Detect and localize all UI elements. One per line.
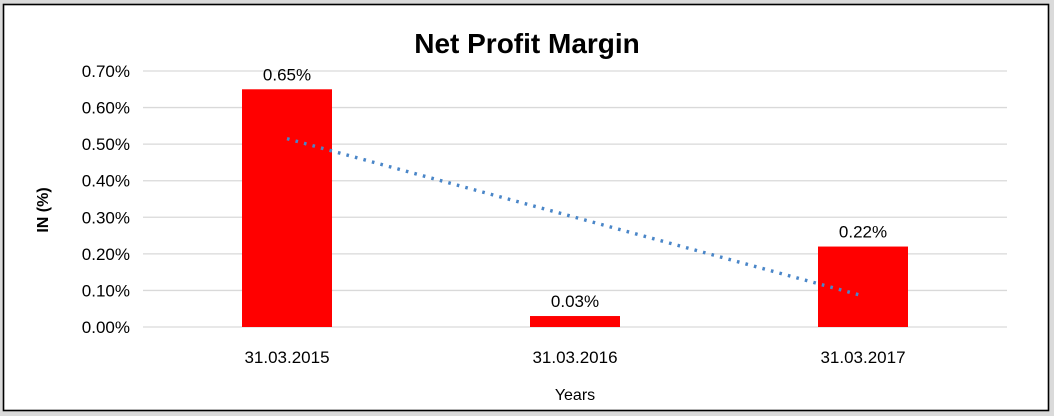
- bar-series: [242, 89, 908, 328]
- x-axis-tick-labels: 31.03.2015 31.03.2016 31.03.2017: [244, 348, 905, 367]
- y-axis-tick-labels: 0.00% 0.10% 0.20% 0.30% 0.40% 0.50% 0.60% 0.70%: [82, 62, 130, 337]
- y-tick-label: 0.10%: [82, 281, 130, 300]
- y-tick-label: 0.30%: [82, 208, 130, 227]
- y-tick-label: 0.70%: [82, 62, 130, 81]
- y-tick-label: 0.50%: [82, 135, 130, 154]
- x-tick-label: 31.03.2015: [244, 348, 329, 367]
- bar-data-label: 0.65%: [263, 65, 311, 84]
- bar-data-labels: 0.65% 0.03% 0.22%: [263, 65, 887, 311]
- y-axis-title: IN (%): [35, 187, 52, 232]
- bar: [530, 316, 620, 327]
- x-axis-title: Years: [555, 387, 595, 404]
- x-tick-label: 31.03.2016: [532, 348, 617, 367]
- x-tick-label: 31.03.2017: [820, 348, 905, 367]
- chart-frame: [2, 3, 1050, 412]
- chart-title: Net Profit Margin: [414, 28, 640, 59]
- bar-data-label: 0.22%: [839, 223, 887, 242]
- bar-data-label: 0.03%: [551, 292, 599, 311]
- y-tick-label: 0.40%: [82, 172, 130, 191]
- y-tick-label: 0.00%: [82, 318, 130, 337]
- y-tick-label: 0.20%: [82, 245, 130, 264]
- bar: [242, 89, 332, 328]
- y-tick-label: 0.60%: [82, 99, 130, 118]
